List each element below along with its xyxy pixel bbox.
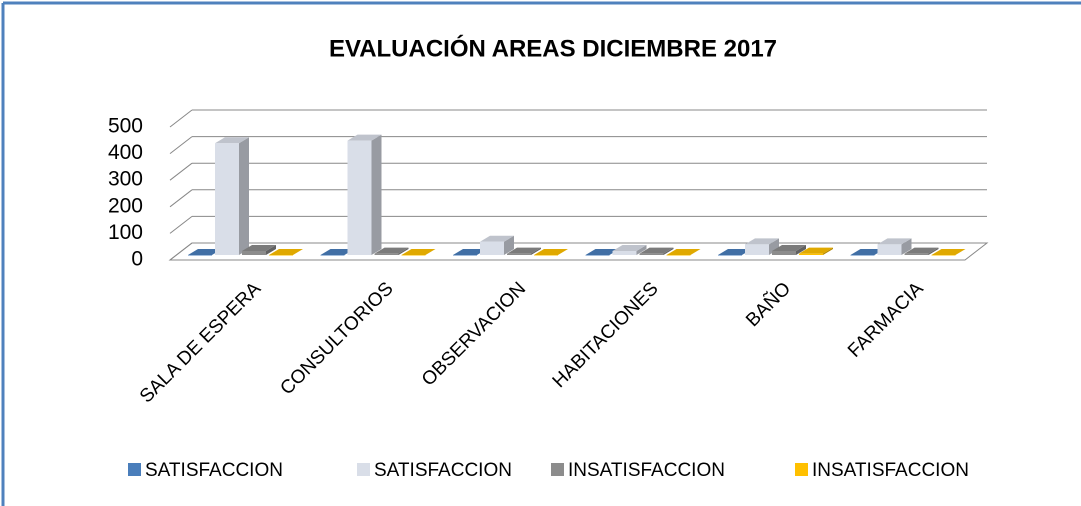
- bar-top: [931, 249, 966, 255]
- bar-top: [877, 238, 912, 245]
- bar: [374, 253, 399, 255]
- grid-line: [169, 242, 193, 261]
- legend-label: INSATISFACCION: [568, 460, 725, 481]
- grid-line: [169, 109, 193, 128]
- grid-line: [169, 162, 193, 181]
- bar-side: [371, 134, 382, 255]
- legend-swatch: [357, 463, 370, 476]
- bar-top: [374, 247, 409, 254]
- bar: [453, 255, 477, 256]
- y-tick-label: 500: [108, 115, 143, 138]
- bar-top: [799, 247, 833, 254]
- bar-side: [769, 238, 779, 255]
- bar: [718, 255, 742, 256]
- bar: [850, 255, 875, 256]
- bar-top: [188, 249, 222, 255]
- bar-top: [772, 245, 806, 252]
- bar: [612, 251, 637, 255]
- bar-top: [347, 134, 382, 141]
- bar: [188, 255, 212, 256]
- bar-side: [266, 245, 276, 255]
- x-tick-label: CONSULTORIOS: [276, 278, 397, 399]
- bar-side: [823, 247, 833, 255]
- bar-side: [504, 235, 514, 255]
- bar-top: [850, 249, 885, 255]
- y-tick-label: 200: [108, 194, 143, 217]
- bar-side: [901, 238, 912, 255]
- legend-swatch: [128, 463, 141, 476]
- bar-side: [239, 137, 249, 255]
- grid-line: [169, 136, 193, 154]
- bar-top: [639, 247, 674, 254]
- bar: [877, 244, 902, 255]
- bar-top: [718, 249, 752, 255]
- bar: [269, 255, 293, 256]
- bar-top: [242, 245, 276, 252]
- bar: [347, 140, 372, 255]
- y-tick-label: 300: [108, 168, 143, 191]
- bar: [904, 253, 929, 255]
- bar: [242, 251, 266, 255]
- bar: [799, 253, 823, 255]
- y-tick-label: 0: [131, 248, 143, 271]
- bar-top: [507, 247, 541, 254]
- bar-side: [928, 247, 939, 255]
- bar: [507, 253, 531, 255]
- bar: [639, 253, 664, 255]
- bar-top: [612, 245, 647, 252]
- legend-swatch: [795, 463, 808, 476]
- bar-top: [215, 137, 249, 144]
- grid-line: [169, 189, 193, 208]
- bar: [534, 255, 558, 256]
- bar-top: [480, 235, 514, 242]
- bar-side: [636, 245, 647, 255]
- x-tick-label: HABITACIONES: [549, 278, 663, 392]
- bar: [772, 251, 796, 255]
- x-tick-label: BAÑO: [741, 278, 795, 332]
- bar: [931, 255, 956, 256]
- grid-line: [169, 216, 193, 234]
- bar: [215, 143, 239, 255]
- bar-top: [904, 247, 939, 254]
- bar: [666, 255, 691, 256]
- bar-side: [398, 247, 409, 255]
- legend-label: INSATISFACCION: [812, 460, 969, 481]
- x-tick-label: SALA DE ESPERA: [136, 278, 265, 407]
- y-tick-label: 400: [108, 141, 143, 164]
- bar-top: [585, 249, 620, 255]
- bar-top: [269, 249, 303, 255]
- x-tick-label: OBSERVACION: [418, 278, 530, 390]
- bar-top: [320, 249, 355, 255]
- bar-top: [453, 249, 487, 255]
- bar: [480, 241, 504, 255]
- bar-top: [745, 238, 779, 245]
- legend-swatch: [551, 463, 564, 476]
- bar: [585, 255, 610, 256]
- chart-title: EVALUACIÓN AREAS DICIEMBRE 2017: [329, 34, 777, 62]
- x-tick-label: FARMACIA: [844, 278, 928, 362]
- bar-side: [796, 245, 806, 255]
- bar-top: [666, 249, 701, 255]
- y-tick-label: 100: [108, 221, 143, 244]
- bar-side: [531, 247, 541, 255]
- legend-label: SATISFACCION: [374, 460, 512, 481]
- legend-label: SATISFACCION: [145, 460, 283, 481]
- bar: [745, 244, 769, 255]
- bar-top: [534, 249, 568, 255]
- bar: [401, 255, 426, 256]
- bar-top: [401, 249, 436, 255]
- bar-side: [663, 247, 674, 255]
- bar: [320, 255, 345, 256]
